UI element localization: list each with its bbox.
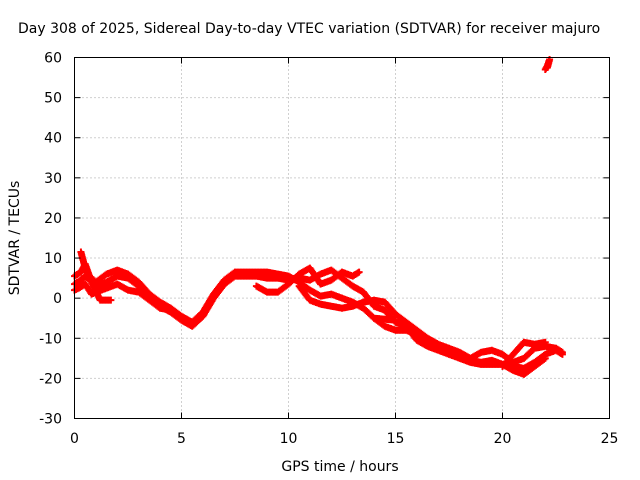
x-tick-labels: 0 5 10 15 20 25 bbox=[70, 431, 618, 447]
y-tick-label: 0 bbox=[53, 291, 62, 307]
gridlines bbox=[74, 57, 610, 419]
x-tick-label: 0 bbox=[70, 431, 79, 447]
y-tick-label: -10 bbox=[39, 331, 62, 347]
data-point bbox=[541, 354, 549, 362]
x-tick-label: 25 bbox=[601, 431, 619, 447]
data-point bbox=[541, 338, 549, 346]
y-tick-labels: -30 -20 -10 0 10 20 30 40 50 60 bbox=[39, 51, 62, 428]
y-tick-label: 20 bbox=[44, 211, 62, 227]
y-tick-label: 10 bbox=[44, 251, 62, 267]
y-tick-label: 40 bbox=[44, 131, 62, 147]
x-axis-label: GPS time / hours bbox=[281, 459, 398, 475]
y-tick-label: 60 bbox=[44, 51, 62, 67]
plot-frame bbox=[74, 57, 610, 419]
data-point bbox=[107, 296, 115, 304]
data-point bbox=[558, 348, 566, 356]
y-tick-label: 30 bbox=[44, 171, 62, 187]
y-tick-label: 50 bbox=[44, 91, 62, 107]
series-track-4 bbox=[77, 56, 554, 370]
data-point bbox=[355, 268, 363, 276]
x-tick-label: 20 bbox=[494, 431, 512, 447]
data-point bbox=[167, 306, 175, 314]
y-axis-label: SDTVAR / TECUs bbox=[7, 181, 23, 296]
series-track-3 bbox=[71, 280, 566, 366]
x-tick-label: 5 bbox=[177, 431, 186, 447]
data-marks bbox=[71, 56, 566, 378]
chart-title: Day 308 of 2025, Sidereal Day-to-day VTE… bbox=[18, 21, 600, 37]
data-point bbox=[392, 316, 399, 324]
data-point bbox=[543, 64, 551, 72]
y-tick-label: -30 bbox=[39, 412, 62, 428]
x-tick-label: 15 bbox=[387, 431, 405, 447]
axis-ticks bbox=[74, 57, 610, 419]
x-tick-label: 10 bbox=[280, 431, 298, 447]
y-tick-label: -20 bbox=[39, 371, 62, 387]
